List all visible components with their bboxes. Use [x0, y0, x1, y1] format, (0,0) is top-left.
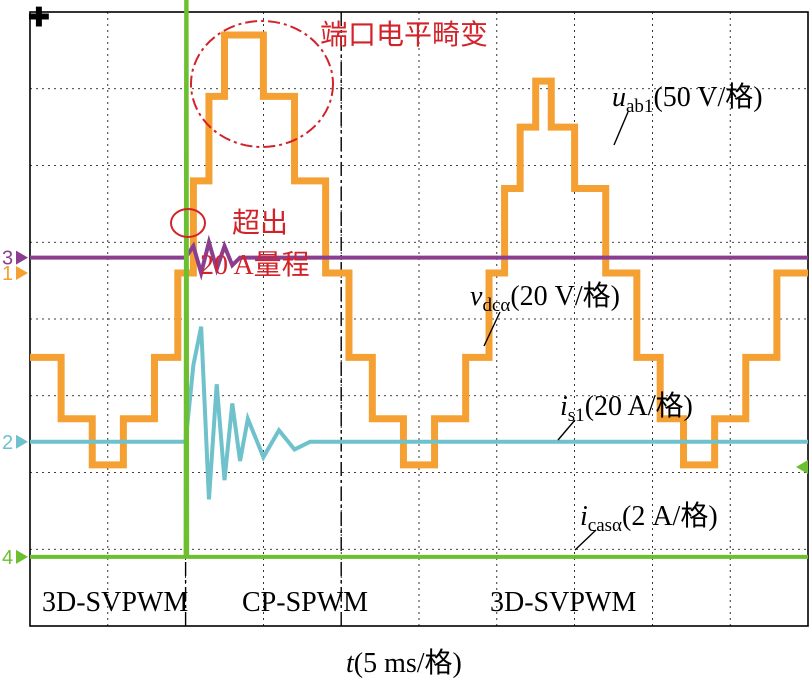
region-label: 3D-SVPWM — [42, 587, 188, 618]
leader-line — [613, 111, 629, 146]
channel-marker-2: 2 — [2, 432, 13, 454]
region-labels: 3D-SVPWM CP-SPWM 3D-SVPWM — [42, 587, 636, 618]
series-label-icasa: icasα(2 A/格) — [580, 500, 718, 536]
region-label: 3D-SVPWM — [490, 587, 636, 618]
annotations: 端口电平畸变 超出 20 A量程 — [170, 19, 488, 281]
channel-arrow-icon — [16, 434, 28, 449]
series-label-is1: is1(20 A/格) — [560, 390, 693, 426]
trigger-level-icon — [796, 460, 808, 474]
overrange-ellipse — [170, 208, 206, 238]
x-axis-label: t(5 ms/格) — [346, 647, 462, 679]
channel-arrow-icon — [16, 250, 28, 265]
region-label: CP-SPWM — [242, 587, 368, 618]
overrange-label-2: 20 A量程 — [200, 250, 310, 281]
channel-arrow-icon — [16, 549, 28, 564]
channel-marker-3: 3 — [2, 248, 13, 270]
trace-vdca — [30, 326, 808, 500]
distortion-label: 端口电平畸变 — [320, 19, 488, 51]
series-label-uab1: uab1(50 V/格) — [612, 81, 763, 117]
overrange-label-1: 超出 — [232, 207, 288, 239]
leader-line — [574, 529, 597, 551]
leader-line — [483, 311, 501, 347]
leader-line — [557, 419, 576, 441]
traces — [30, 0, 808, 559]
trigger-icon: ✚ — [28, 3, 50, 32]
distortion-ellipse — [190, 20, 334, 148]
channel-marker-1: 1 — [2, 263, 13, 285]
trace-uab1 — [30, 31, 808, 469]
trace-icasa — [30, 0, 808, 559]
channel-markers: 1 2 3 4 — [2, 248, 808, 569]
channel-marker-4: 4 — [2, 547, 13, 569]
series-label-vdca: vdcα(20 V/格) — [470, 280, 620, 316]
channel-arrow-icon — [16, 265, 28, 280]
series-labels: uab1(50 V/格) vdcα(20 V/格) is1(20 A/格) icasα… — [470, 81, 763, 551]
trace-is1 — [30, 234, 808, 281]
